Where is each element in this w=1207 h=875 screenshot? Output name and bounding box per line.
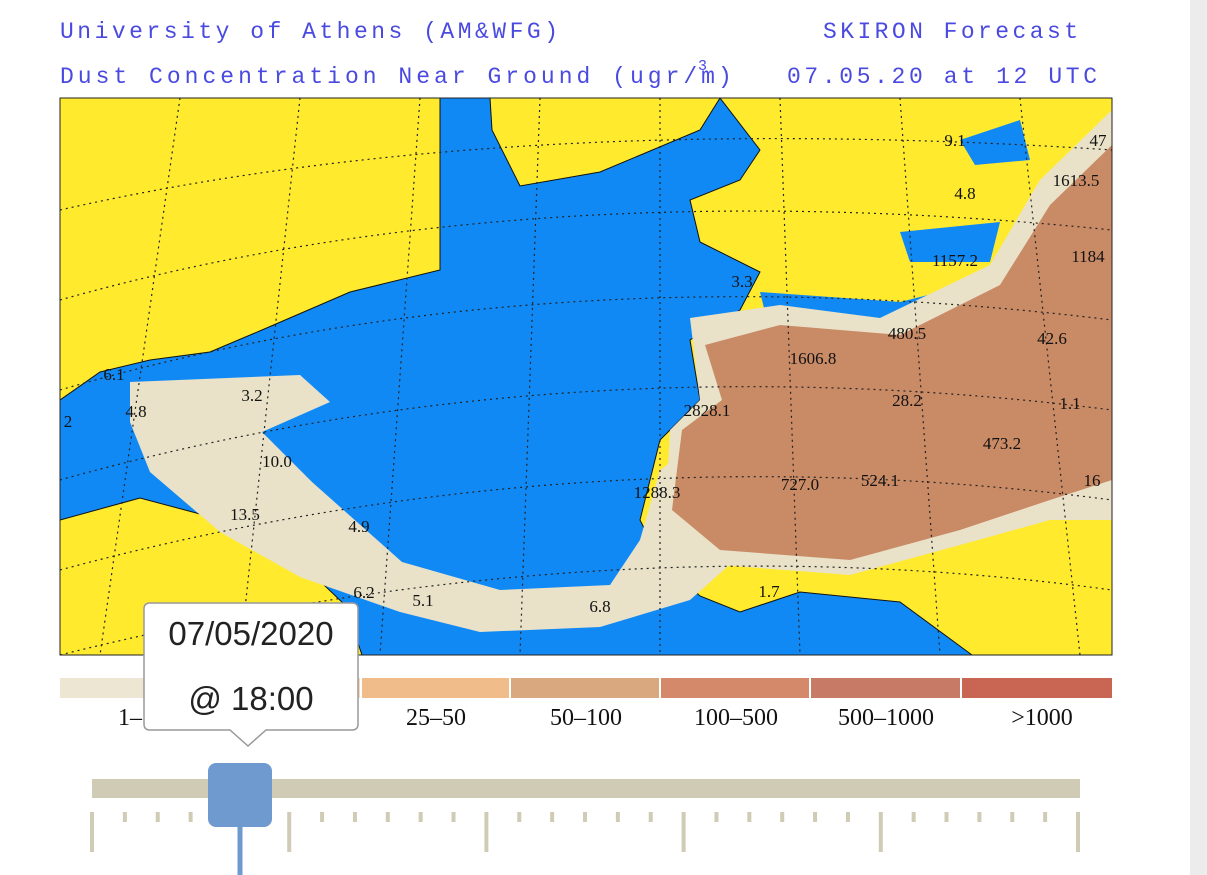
map-label: 5.1	[412, 591, 433, 610]
legend-label: 25–50	[406, 705, 466, 731]
map-label: 6.8	[589, 597, 610, 616]
map-label: 3.2	[241, 386, 262, 405]
map-label: 10.0	[262, 452, 292, 471]
map-label: 480.5	[888, 324, 926, 343]
map-label: 28.2	[892, 391, 922, 410]
map-label: 16	[1084, 471, 1101, 490]
tooltip-box	[143, 602, 359, 748]
map-label: 1613.5	[1053, 171, 1100, 190]
tooltip-time: @ 18:00	[188, 680, 313, 717]
land	[489, 98, 721, 187]
legend-swatch	[811, 678, 960, 698]
map-frame	[59, 97, 1113, 656]
map-label: 1.1	[1059, 394, 1080, 413]
legend-swatch	[962, 678, 1112, 698]
tooltip: 07/05/2020 @ 18:00	[143, 602, 359, 748]
variable-close: )	[718, 64, 732, 90]
map-label: 524.1	[861, 471, 899, 490]
legend-swatch	[362, 678, 509, 698]
graticule	[60, 98, 1112, 655]
legend-label: 50–100	[550, 705, 622, 731]
map-label: 1157.2	[932, 251, 978, 270]
legend-label: 100–500	[694, 705, 778, 731]
legend-label: 1–	[118, 705, 143, 731]
legend-label: >1000	[1011, 705, 1073, 731]
map-label: 6.1	[103, 365, 124, 384]
map-label: 1606.8	[790, 349, 837, 368]
unit-exponent: 3	[698, 58, 707, 75]
map-label: 1.7	[758, 582, 780, 601]
edge	[1190, 0, 1207, 875]
legend-label: 500–1000	[838, 705, 934, 731]
time-slider[interactable]	[90, 763, 1080, 875]
institution: University of Athens (AM&WFG)	[60, 19, 558, 45]
legend-swatch	[661, 678, 809, 698]
variable: Dust Concentration Near Ground (ugr/m	[60, 64, 715, 90]
map-label: 9.1	[944, 131, 965, 150]
map-label: 4.8	[954, 184, 975, 203]
dust-heavy	[672, 145, 1112, 560]
legend-swatch	[511, 678, 659, 698]
slider-track[interactable]	[92, 779, 1080, 798]
land	[60, 98, 441, 401]
map-label: 13.5	[230, 505, 260, 524]
tooltip-date: 07/05/2020	[168, 615, 333, 652]
map-label: 1184	[1071, 247, 1105, 266]
map-label: 1288.3	[634, 483, 681, 502]
map-label: 2	[64, 412, 73, 431]
map-label: 6.2	[353, 583, 374, 602]
map-label: 42.6	[1037, 329, 1067, 348]
map-label: 727.0	[781, 475, 819, 494]
product: SKIRON Forecast	[823, 19, 1078, 45]
sea	[900, 222, 1000, 262]
dust-plume	[130, 375, 745, 632]
slider-thumb[interactable]	[208, 763, 272, 827]
sea	[960, 120, 1030, 165]
map-label: 2828.1	[684, 401, 731, 420]
map-label: 47	[1090, 131, 1108, 150]
map-label: 4.8	[125, 402, 146, 421]
map-label: 473.2	[983, 434, 1021, 453]
map-label: 3.3	[731, 272, 752, 291]
map-label: 4.9	[348, 517, 369, 536]
